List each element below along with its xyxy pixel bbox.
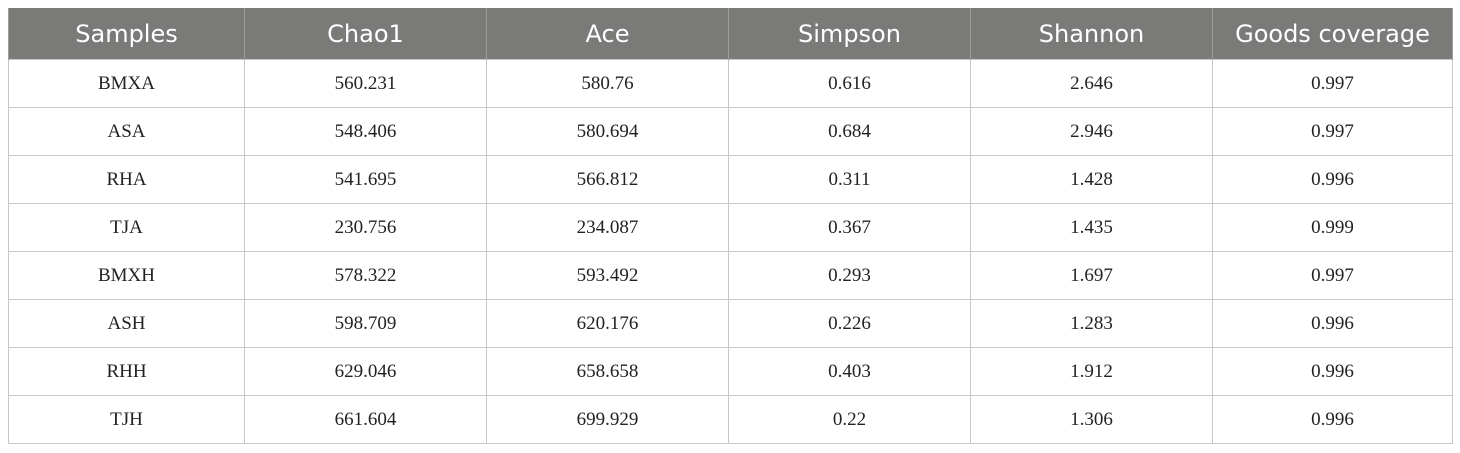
- cell-chao1: 548.406: [244, 107, 487, 156]
- cell-chao1: 598.709: [244, 299, 487, 348]
- table-header: Samples Chao1 Ace Simpson Shannon Goods …: [8, 8, 1453, 60]
- alpha-diversity-table: Samples Chao1 Ace Simpson Shannon Goods …: [8, 8, 1453, 444]
- table-row: BMXA 560.231 580.76 0.616 2.646 0.997: [8, 59, 1453, 108]
- cell-simpson: 0.403: [728, 347, 971, 396]
- table-row: TJH 661.604 699.929 0.22 1.306 0.996: [8, 395, 1453, 444]
- cell-ace: 566.812: [486, 155, 729, 204]
- cell-ace: 620.176: [486, 299, 729, 348]
- cell-simpson: 0.226: [728, 299, 971, 348]
- cell-ace: 658.658: [486, 347, 729, 396]
- cell-shannon: 1.435: [970, 203, 1213, 252]
- table-row: ASH 598.709 620.176 0.226 1.283 0.996: [8, 299, 1453, 348]
- cell-sample: RHH: [8, 347, 245, 396]
- cell-simpson: 0.367: [728, 203, 971, 252]
- table-row: RHA 541.695 566.812 0.311 1.428 0.996: [8, 155, 1453, 204]
- header-shannon: Shannon: [970, 8, 1213, 60]
- cell-shannon: 1.428: [970, 155, 1213, 204]
- cell-shannon: 1.912: [970, 347, 1213, 396]
- cell-ace: 593.492: [486, 251, 729, 300]
- header-row: Samples Chao1 Ace Simpson Shannon Goods …: [8, 8, 1453, 60]
- cell-shannon: 2.946: [970, 107, 1213, 156]
- cell-simpson: 0.22: [728, 395, 971, 444]
- cell-goods-coverage: 0.997: [1212, 251, 1453, 300]
- cell-sample: BMXA: [8, 59, 245, 108]
- cell-simpson: 0.293: [728, 251, 971, 300]
- cell-goods-coverage: 0.997: [1212, 59, 1453, 108]
- cell-sample: RHA: [8, 155, 245, 204]
- cell-sample: TJA: [8, 203, 245, 252]
- table-row: ASA 548.406 580.694 0.684 2.946 0.997: [8, 107, 1453, 156]
- header-goods-coverage: Goods coverage: [1212, 8, 1453, 60]
- cell-chao1: 629.046: [244, 347, 487, 396]
- cell-goods-coverage: 0.997: [1212, 107, 1453, 156]
- header-simpson: Simpson: [728, 8, 971, 60]
- cell-chao1: 560.231: [244, 59, 487, 108]
- cell-shannon: 1.306: [970, 395, 1213, 444]
- table-body: BMXA 560.231 580.76 0.616 2.646 0.997 AS…: [8, 59, 1453, 444]
- cell-chao1: 230.756: [244, 203, 487, 252]
- cell-chao1: 661.604: [244, 395, 487, 444]
- header-samples: Samples: [8, 8, 245, 60]
- cell-goods-coverage: 0.996: [1212, 395, 1453, 444]
- cell-shannon: 1.697: [970, 251, 1213, 300]
- cell-sample: ASA: [8, 107, 245, 156]
- cell-sample: TJH: [8, 395, 245, 444]
- cell-goods-coverage: 0.996: [1212, 155, 1453, 204]
- cell-simpson: 0.684: [728, 107, 971, 156]
- cell-sample: ASH: [8, 299, 245, 348]
- table-row: RHH 629.046 658.658 0.403 1.912 0.996: [8, 347, 1453, 396]
- cell-ace: 580.694: [486, 107, 729, 156]
- cell-sample: BMXH: [8, 251, 245, 300]
- header-ace: Ace: [486, 8, 729, 60]
- cell-ace: 699.929: [486, 395, 729, 444]
- cell-ace: 234.087: [486, 203, 729, 252]
- cell-shannon: 1.283: [970, 299, 1213, 348]
- cell-ace: 580.76: [486, 59, 729, 108]
- cell-shannon: 2.646: [970, 59, 1213, 108]
- cell-chao1: 578.322: [244, 251, 487, 300]
- cell-goods-coverage: 0.996: [1212, 299, 1453, 348]
- header-chao1: Chao1: [244, 8, 487, 60]
- table-row: BMXH 578.322 593.492 0.293 1.697 0.997: [8, 251, 1453, 300]
- cell-goods-coverage: 0.996: [1212, 347, 1453, 396]
- cell-goods-coverage: 0.999: [1212, 203, 1453, 252]
- cell-chao1: 541.695: [244, 155, 487, 204]
- table-row: TJA 230.756 234.087 0.367 1.435 0.999: [8, 203, 1453, 252]
- cell-simpson: 0.311: [728, 155, 971, 204]
- alpha-diversity-table-container: Samples Chao1 Ace Simpson Shannon Goods …: [8, 8, 1453, 444]
- cell-simpson: 0.616: [728, 59, 971, 108]
